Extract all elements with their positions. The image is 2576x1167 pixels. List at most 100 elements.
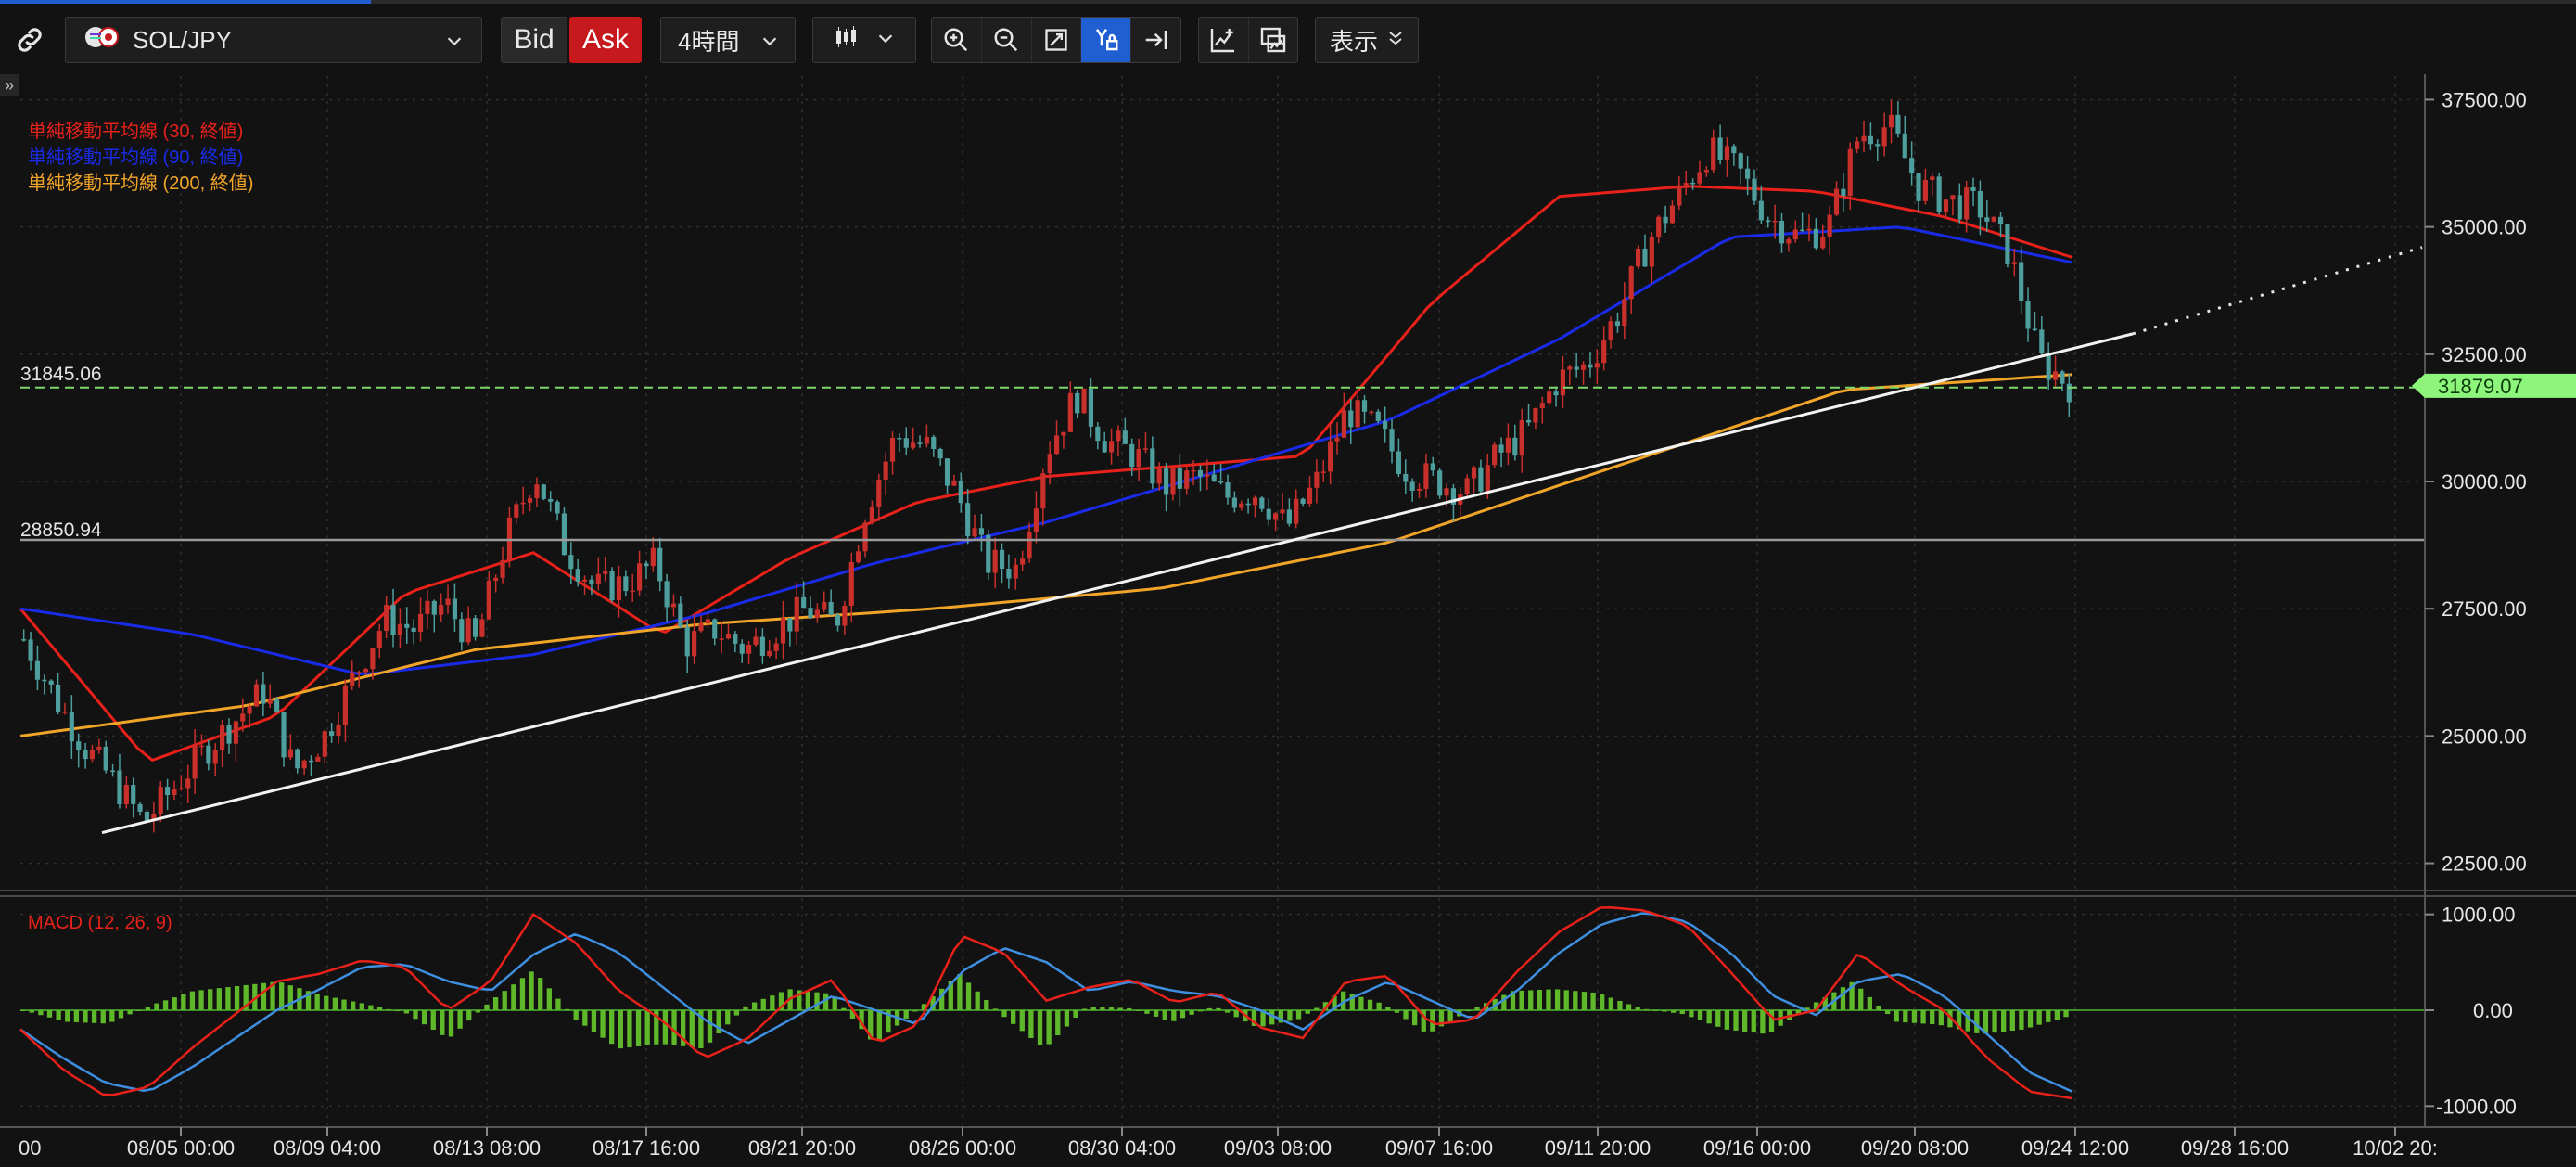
fit-icon[interactable]: [1032, 18, 1082, 62]
macd-histogram-bar: [2001, 1010, 2007, 1032]
macd-histogram-bar: [359, 1003, 364, 1010]
candle-body: [1861, 135, 1867, 142]
candle-body: [1766, 220, 1771, 223]
macd-histogram-bar: [1090, 1007, 1096, 1010]
candle-body: [1717, 137, 1723, 160]
timeframe-select[interactable]: 4時間: [660, 17, 796, 63]
y-axis-lock-icon[interactable]: [1081, 18, 1132, 62]
candle-body: [376, 630, 382, 648]
candle-body: [965, 503, 971, 537]
macd-y-tick-label: 0.00: [2473, 999, 2513, 1022]
display-menu-button[interactable]: 表示: [1315, 17, 1419, 63]
macd-histogram-bar: [1385, 1007, 1391, 1010]
zoom-out-icon[interactable]: [982, 18, 1032, 62]
macd-histogram-bar: [1804, 1007, 1810, 1010]
candle-body: [178, 788, 184, 789]
candle-body: [1218, 481, 1224, 483]
macd-histogram-bar: [698, 1010, 704, 1048]
macd-histogram-bar: [1108, 1007, 1115, 1010]
candle-body: [274, 699, 280, 712]
candle-body: [1170, 468, 1176, 495]
bid-button[interactable]: Bid: [501, 17, 567, 63]
scroll-to-latest-icon[interactable]: [1131, 18, 1180, 62]
candle-body: [1841, 188, 1846, 197]
sma90-line: [19, 225, 2073, 675]
macd-histogram-bar: [1635, 1007, 1640, 1010]
macd-histogram-bar: [154, 1003, 159, 1010]
macd-histogram-bar: [386, 1008, 391, 1010]
candle-body: [1827, 214, 1832, 237]
screenshot-icon[interactable]: [1249, 18, 1298, 62]
zoom-in-icon[interactable]: [932, 18, 982, 62]
candle-body: [678, 603, 683, 627]
candle-body: [2046, 353, 2051, 380]
macd-histogram-bar: [91, 1010, 97, 1023]
candle-body: [1334, 437, 1340, 442]
macd-histogram-bar: [975, 991, 980, 1010]
link-icon[interactable]: [7, 17, 52, 63]
double-chevron-down-icon: [1387, 26, 1404, 55]
y-tick-label: 32500.00: [2442, 343, 2527, 366]
macd-histogram-bar: [609, 1010, 615, 1045]
candle-body: [1628, 266, 1634, 300]
candle-body: [842, 605, 848, 626]
candle-body: [1177, 468, 1182, 489]
x-tick-label: 08/13 08:00: [433, 1136, 541, 1160]
macd-histogram-bar: [582, 1010, 588, 1026]
candle-body: [1724, 146, 1730, 160]
macd-histogram-bar: [2063, 1010, 2069, 1018]
macd-histogram-bar: [305, 991, 312, 1010]
add-indicator-icon[interactable]: [1199, 18, 1249, 62]
candle-body: [1471, 467, 1477, 479]
candle-body: [869, 506, 874, 523]
macd-histogram-bar: [1001, 1010, 1007, 1018]
macd-histogram-bar: [814, 992, 820, 1010]
side-panel-expander[interactable]: »: [0, 74, 19, 96]
candle-body: [1492, 444, 1498, 466]
macd-histogram-bar: [181, 994, 186, 1010]
candle-body: [1792, 229, 1798, 240]
macd-histogram-bar: [1367, 999, 1373, 1010]
macd-histogram-bar: [1813, 1002, 1819, 1010]
candle-body: [1997, 216, 2004, 224]
symbol-text: SOL/JPY: [133, 25, 232, 54]
candle-body: [329, 731, 335, 736]
macd-histogram-bar: [1965, 1010, 1970, 1032]
candle-body: [281, 712, 287, 758]
candle-body: [1259, 497, 1265, 509]
macd-histogram-bar: [1956, 1010, 1962, 1030]
candle-body: [233, 721, 238, 744]
macd-histogram-bar: [1608, 997, 1613, 1010]
ask-button[interactable]: Ask: [569, 17, 642, 63]
macd-histogram-bar: [930, 996, 936, 1010]
candle-body: [1977, 190, 1983, 218]
candle-body: [1642, 249, 1648, 267]
macd-histogram-bar: [1563, 990, 1569, 1010]
macd-histogram-bar: [1233, 1010, 1239, 1018]
candle-body: [103, 746, 108, 771]
x-tick-label: 09/03 08:00: [1224, 1136, 1332, 1160]
macd-histogram-bar: [136, 1010, 142, 1011]
macd-histogram-bar: [1269, 1010, 1275, 1025]
candle-body: [692, 631, 697, 657]
timeframe-text: 4時間: [678, 27, 740, 56]
macd-histogram-bar: [555, 998, 561, 1010]
macd-histogram-bar: [591, 1010, 597, 1032]
candle-body: [2011, 262, 2017, 264]
macd-histogram-bar: [627, 1010, 632, 1048]
candle-body: [42, 679, 47, 682]
candle-body: [417, 613, 424, 632]
candle-body: [1450, 488, 1456, 505]
candle-body: [1800, 229, 1805, 231]
candle-body: [425, 600, 430, 614]
macd-histogram-bar: [564, 1008, 570, 1010]
macd-legend: MACD (12, 26, 9): [28, 913, 172, 933]
macd-histogram-bar: [1073, 1010, 1078, 1018]
macd-histogram-bar: [46, 1010, 53, 1018]
chevron-down-icon: [444, 29, 465, 58]
macd-histogram-bar: [948, 981, 953, 1010]
symbol-select[interactable]: SOL/JPY: [65, 17, 482, 63]
macd-histogram-bar: [1992, 1010, 1997, 1033]
chart-type-select[interactable]: [812, 17, 916, 63]
